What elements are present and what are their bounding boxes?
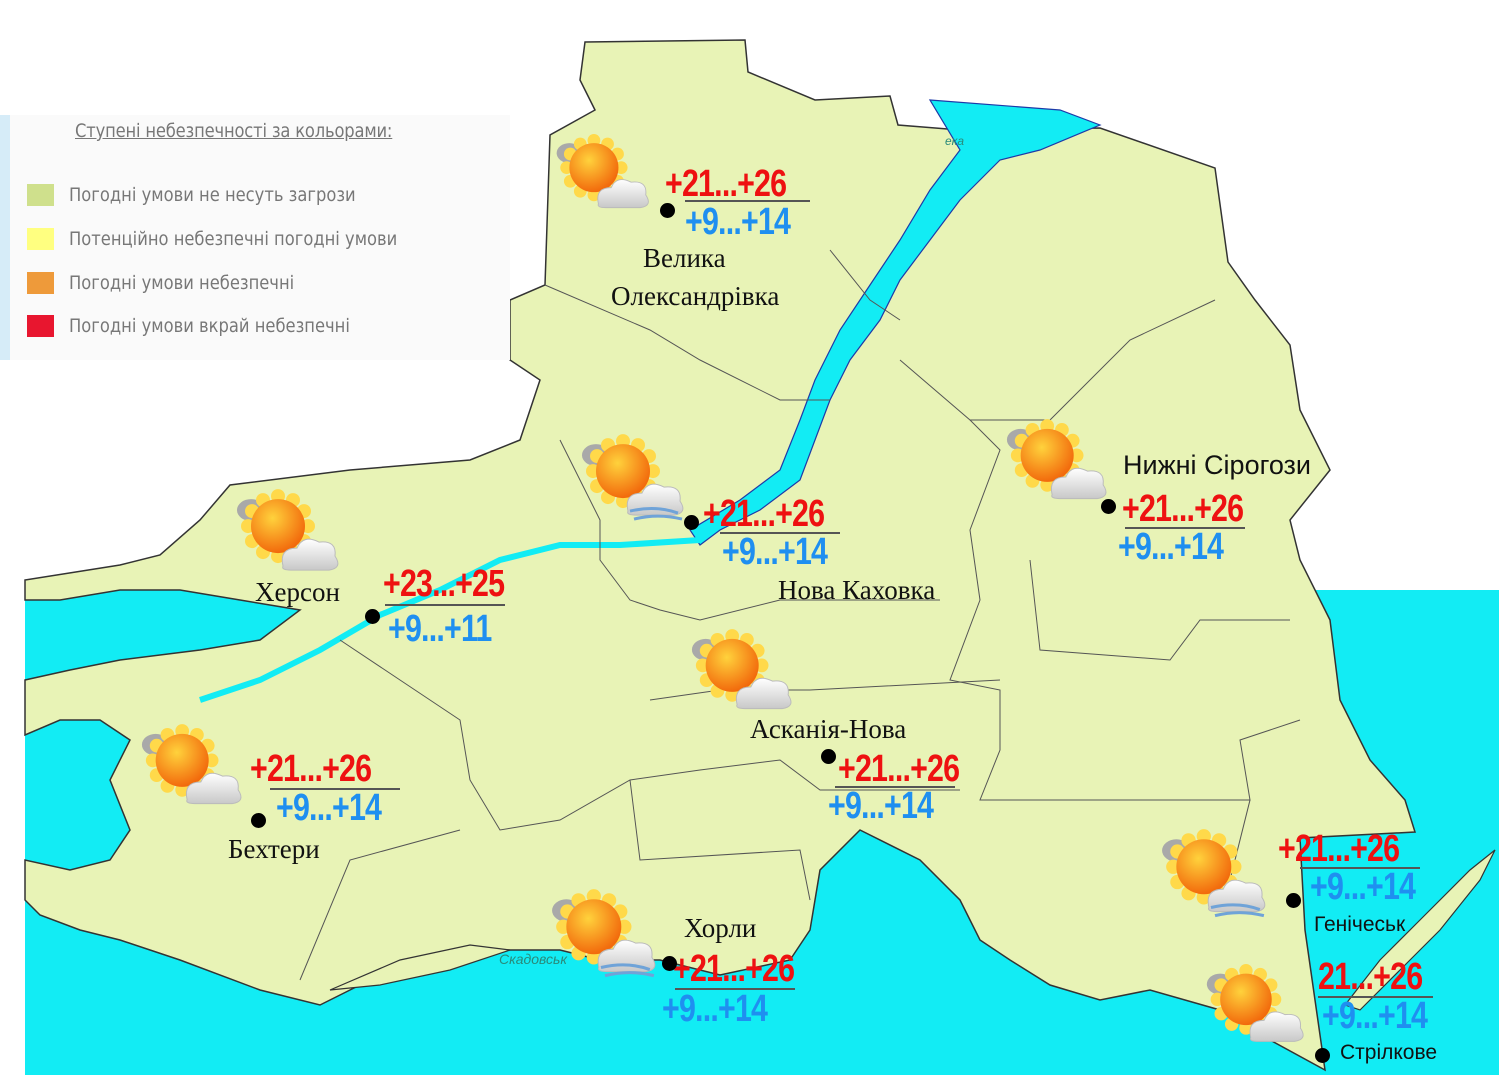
legend-label: Погодні умови небезпечні	[69, 272, 295, 294]
legend-item-extremely-dangerous: Погодні умови вкрай небезпечні	[27, 314, 396, 338]
city-marker	[684, 515, 699, 530]
legend-label: Потенційно небезпечні погодні умови	[69, 228, 398, 250]
high-temperature: +21...+26	[250, 748, 372, 790]
sun-cloud-wind-icon	[548, 888, 660, 985]
city-marker	[1315, 1048, 1330, 1063]
sun-behind-cloud-icon	[688, 628, 796, 722]
legend-item-no-threat: Погодні умови не несуть загрози	[27, 183, 402, 207]
temp-divider	[685, 200, 810, 202]
legend-swatch	[27, 228, 54, 250]
temp-divider	[1318, 996, 1433, 998]
legend-label: Погодні умови вкрай небезпечні	[69, 315, 350, 337]
city-name: Бехтери	[228, 834, 320, 864]
dnipro-reservoir	[689, 99, 1102, 546]
low-temperature: +9...+14	[1322, 995, 1428, 1037]
legend-label: Погодні умови не несуть загрози	[69, 184, 356, 206]
high-temperature: +21...+26	[1278, 828, 1400, 870]
city-marker	[660, 203, 675, 218]
sun-behind-cloud-icon	[138, 723, 246, 817]
city-name: Стрілкове	[1340, 1041, 1438, 1064]
temp-divider	[720, 532, 840, 534]
temp-divider	[675, 988, 795, 990]
low-temperature: +9...+14	[662, 988, 768, 1030]
city-name: Генічеськ	[1314, 913, 1406, 936]
sun-behind-cloud-icon	[553, 133, 653, 220]
legend-item-dangerous: Погодні умови небезпечні	[27, 271, 331, 295]
high-temperature: +21...+26	[673, 948, 795, 990]
high-temperature: +21...+26	[665, 163, 787, 205]
low-temperature: +9...+14	[1118, 526, 1224, 568]
reservoir-label: ека	[945, 134, 965, 148]
legend-swatch	[27, 184, 54, 206]
city-marker	[365, 609, 380, 624]
city-name: Олександрівка	[611, 281, 780, 311]
city-name: Нижні Сірогози	[1123, 450, 1312, 480]
kinburn-spit	[329, 944, 511, 991]
low-temperature: +9...+11	[388, 608, 492, 650]
temp-divider	[835, 786, 955, 788]
legend-swatch	[27, 272, 54, 294]
sun-behind-cloud-icon	[1003, 418, 1111, 512]
sun-behind-cloud-icon	[233, 488, 343, 583]
legend-swatch	[27, 315, 54, 337]
high-temperature: 21...+26	[1318, 956, 1423, 998]
city-marker	[1286, 893, 1301, 908]
city-marker	[251, 813, 266, 828]
temp-divider	[1125, 527, 1245, 529]
sun-cloud-wind-icon	[578, 433, 688, 528]
azov-spit	[1344, 849, 1496, 1011]
legend-item-potentially-dangerous: Потенційно небезпечні погодні умови	[27, 227, 451, 251]
hazard-legend: Ступені небезпечності за кольорами: Пого…	[0, 115, 510, 360]
city-name: Хорли	[684, 913, 757, 943]
city-name: Велика	[643, 243, 726, 273]
city-name: Нова Каховка	[778, 575, 936, 605]
city-marker	[1101, 499, 1116, 514]
low-temperature: +9...+14	[276, 787, 382, 829]
temp-divider	[385, 604, 505, 606]
temp-divider	[270, 788, 400, 790]
temp-divider	[1300, 867, 1420, 869]
city-name: Асканія-Нова	[750, 714, 907, 744]
high-temperature: +23...+25	[383, 563, 505, 605]
low-temperature: +9...+14	[828, 785, 934, 827]
legend-title: Ступені небезпечності за кольорами:	[75, 120, 393, 142]
skadovsk-label: Скадовськ	[499, 951, 568, 967]
high-temperature: +21...+26	[1122, 488, 1244, 530]
city-marker	[662, 956, 677, 971]
low-temperature: +9...+14	[685, 201, 791, 243]
high-temperature: +21...+26	[703, 493, 825, 535]
low-temperature: +9...+14	[722, 531, 828, 573]
high-temperature: +21...+26	[838, 748, 960, 790]
sun-behind-cloud-icon	[1203, 963, 1308, 1054]
sun-cloud-wind-icon	[1158, 828, 1270, 925]
city-name: Херсон	[255, 577, 340, 607]
city-marker	[821, 749, 836, 764]
low-temperature: +9...+14	[1310, 866, 1416, 908]
